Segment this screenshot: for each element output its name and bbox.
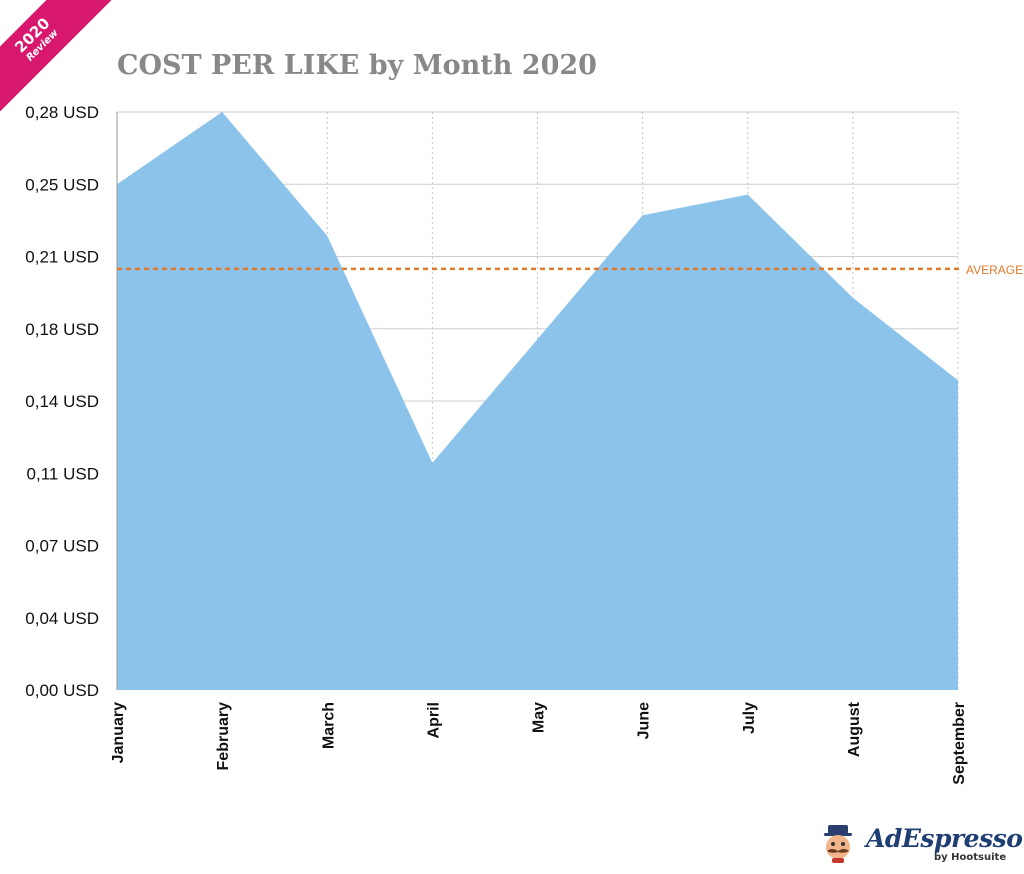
average-label: AVERAGE	[966, 263, 1023, 277]
logo-wordmark: AdEspresso	[866, 824, 1023, 853]
mascot-icon	[824, 825, 852, 863]
x-tick-label: March	[320, 702, 337, 749]
adespresso-logo: AdEspresso by Hootsuite	[818, 820, 1023, 870]
x-tick-label: February	[215, 702, 232, 771]
y-tick-label: 0,21 USD	[25, 248, 99, 267]
x-tick-label: September	[951, 702, 968, 785]
y-tick-label: 0,11 USD	[27, 464, 99, 483]
x-tick-label: January	[110, 702, 127, 763]
x-tick-label: May	[531, 702, 548, 733]
logo-byline: by Hootsuite	[934, 852, 1007, 863]
x-tick-label: August	[846, 701, 863, 757]
x-tick-label: June	[636, 702, 653, 739]
x-tick-label: April	[425, 702, 442, 738]
area-series	[117, 112, 958, 690]
y-tick-label: 0,18 USD	[25, 320, 99, 339]
x-tick-label: July	[741, 702, 758, 734]
y-tick-label: 0,14 USD	[25, 392, 99, 411]
y-tick-label: 0,25 USD	[25, 175, 99, 194]
y-tick-label: 0,07 USD	[25, 537, 99, 556]
chart-title: COST PER LIKE by Month 2020	[117, 50, 597, 81]
y-tick-label: 0,00 USD	[25, 681, 99, 700]
y-tick-label: 0,04 USD	[25, 609, 99, 628]
y-tick-label: 0,28 USD	[25, 103, 99, 122]
